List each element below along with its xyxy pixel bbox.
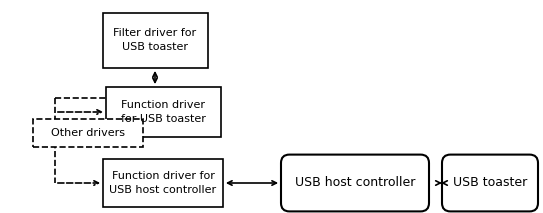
Bar xyxy=(103,159,223,207)
Text: Other drivers: Other drivers xyxy=(51,128,125,138)
Text: USB toaster: USB toaster xyxy=(453,177,527,190)
FancyBboxPatch shape xyxy=(281,155,429,211)
Bar xyxy=(103,13,207,68)
Bar xyxy=(105,87,220,137)
Bar xyxy=(33,119,143,147)
Text: Filter driver for
USB toaster: Filter driver for USB toaster xyxy=(113,28,197,52)
FancyBboxPatch shape xyxy=(442,155,538,211)
Text: USB host controller: USB host controller xyxy=(295,177,415,190)
Text: Function driver for
USB host controller: Function driver for USB host controller xyxy=(110,171,217,195)
Text: Function driver
for USB toaster: Function driver for USB toaster xyxy=(121,100,205,124)
